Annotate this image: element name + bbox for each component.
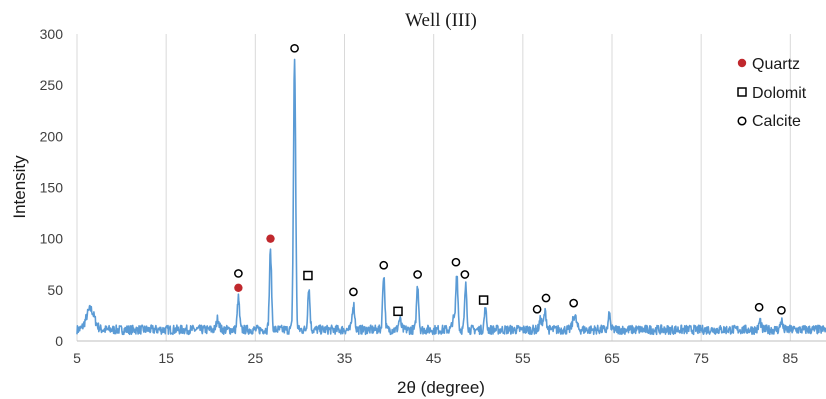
- dolomit-marker: [303, 270, 313, 281]
- legend-quartz-label: Quartz: [752, 56, 800, 73]
- legend-dolomit-symbol: [737, 87, 747, 97]
- x-axis-label: 2θ (degree): [397, 378, 485, 397]
- x-tick-label: 75: [693, 350, 709, 366]
- y-axis-ticks: 0 50 100 150 200 250 300: [40, 26, 64, 349]
- y-tick-label: 300: [40, 26, 64, 42]
- calcite-marker: [777, 305, 786, 315]
- legend-dolomit-label: Dolomit: [752, 85, 807, 102]
- quartz-marker: [234, 283, 243, 292]
- y-tick-label: 250: [40, 77, 64, 93]
- calcite-marker: [569, 298, 579, 308]
- x-tick-label: 85: [783, 350, 799, 366]
- calcite-marker: [532, 304, 542, 314]
- grid-lines: [76, 34, 791, 341]
- legend-calcite-symbol: [737, 116, 747, 126]
- x-tick-label: 55: [515, 350, 531, 366]
- calcite-marker: [451, 257, 461, 267]
- x-tick-label: 15: [158, 350, 174, 366]
- y-tick-label: 100: [40, 231, 64, 247]
- calcite-marker: [460, 270, 470, 279]
- y-axis-label: Intensity: [10, 155, 29, 219]
- dolomit-marker: [393, 306, 403, 317]
- y-tick-label: 50: [47, 282, 63, 298]
- calcite-marker: [349, 287, 358, 297]
- legend-quartz-symbol: [737, 58, 747, 68]
- chart-title: Well (III): [405, 10, 477, 31]
- calcite-marker: [541, 293, 551, 303]
- calcite-marker: [754, 302, 764, 312]
- legend: Quartz Dolomit Calcite: [737, 56, 807, 130]
- x-tick-label: 65: [604, 350, 620, 366]
- calcite-marker: [290, 43, 299, 53]
- quartz-marker: [266, 234, 275, 243]
- y-tick-label: 200: [40, 128, 64, 144]
- dolomit-marker: [478, 295, 489, 305]
- x-tick-label: 35: [337, 350, 353, 366]
- calcite-marker: [379, 260, 389, 270]
- intensity-line: [76, 58, 826, 336]
- y-tick-label: 150: [40, 180, 64, 196]
- x-tick-label: 25: [248, 350, 264, 366]
- x-tick-label: 5: [73, 350, 81, 366]
- legend-calcite-label: Calcite: [752, 113, 801, 130]
- phase-markers: [234, 43, 786, 317]
- calcite-marker: [413, 270, 422, 279]
- calcite-marker: [234, 269, 243, 278]
- x-tick-label: 45: [426, 350, 442, 366]
- y-tick-label: 0: [55, 333, 63, 349]
- x-axis-ticks: 5 15 25 35 45 55 65 75 85: [73, 350, 798, 366]
